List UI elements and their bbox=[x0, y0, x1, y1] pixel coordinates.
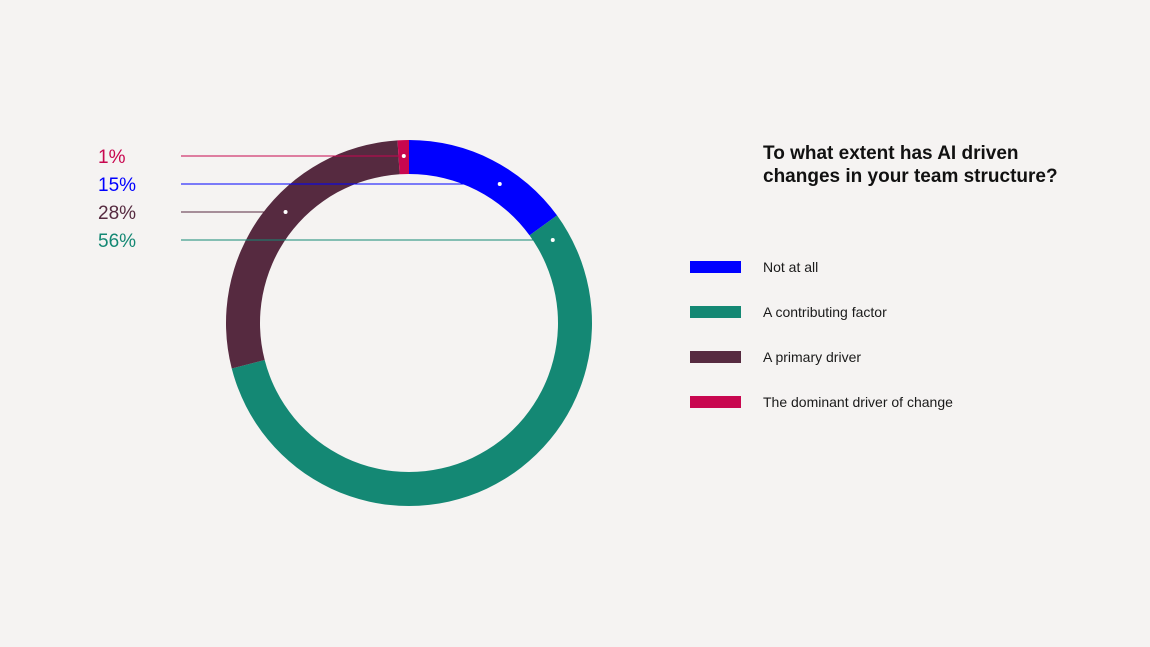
legend: Not at all A contributing factor A prima… bbox=[690, 256, 1090, 436]
callout-dot-a-contributing-factor bbox=[550, 238, 555, 242]
legend-item-dominant-driver: The dominant driver of change bbox=[690, 391, 1090, 436]
legend-item-contributing-factor: A contributing factor bbox=[690, 301, 1090, 346]
legend-swatch bbox=[690, 351, 741, 363]
legend-item-primary-driver: A primary driver bbox=[690, 346, 1090, 391]
pct-label-the-dominant-driver-of-change: 1% bbox=[98, 147, 126, 168]
donut-slice-a-contributing-factor bbox=[231, 215, 593, 506]
pct-label-not-at-all: 15% bbox=[98, 175, 136, 196]
legend-swatch bbox=[690, 306, 741, 318]
callout-dot-not-at-all bbox=[497, 182, 502, 186]
legend-swatch bbox=[690, 396, 741, 408]
legend-label: The dominant driver of change bbox=[763, 394, 953, 410]
chart-title: To what extent has AI driven changes in … bbox=[763, 143, 1058, 187]
legend-label: A contributing factor bbox=[763, 304, 887, 320]
legend-swatch bbox=[690, 261, 741, 273]
donut-slice-a-primary-driver bbox=[226, 140, 400, 369]
callout-dot-a-primary-driver bbox=[283, 210, 288, 214]
legend-item-not-at-all: Not at all bbox=[690, 256, 1090, 301]
legend-label: Not at all bbox=[763, 259, 819, 275]
legend-label: A primary driver bbox=[763, 349, 862, 365]
pct-label-a-primary-driver: 28% bbox=[98, 203, 136, 224]
callout-dot-the-dominant-driver-of-change bbox=[401, 154, 406, 158]
pct-label-a-contributing-factor: 56% bbox=[98, 231, 136, 252]
donut-slice-not-at-all bbox=[409, 140, 558, 236]
